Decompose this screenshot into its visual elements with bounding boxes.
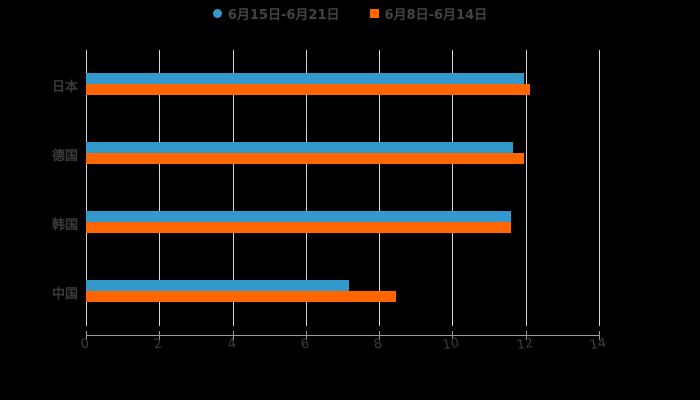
x-tick-label: 2 bbox=[152, 336, 164, 353]
legend-square-icon bbox=[369, 8, 379, 18]
bar-week-0608[interactable] bbox=[86, 222, 512, 233]
y-category-label: 德国 bbox=[51, 149, 78, 164]
legend-item-week-0608[interactable]: 6月8日-6月14日 bbox=[369, 4, 488, 23]
bar-week-0615[interactable] bbox=[86, 280, 350, 291]
bar-week-0608[interactable] bbox=[86, 84, 531, 95]
x-tick-label: 10 bbox=[441, 335, 461, 354]
gridline bbox=[159, 50, 160, 326]
y-category-label: 日本 bbox=[51, 80, 78, 95]
bar-week-0615[interactable] bbox=[86, 211, 512, 222]
bar-week-0615[interactable] bbox=[86, 73, 524, 84]
legend-item-week-0615[interactable]: 6月15日-6月21日 bbox=[212, 4, 340, 23]
x-tick-label: 12 bbox=[515, 335, 535, 354]
gridline bbox=[526, 50, 527, 326]
y-category-label: 韩国 bbox=[51, 218, 78, 233]
bar-week-0608[interactable] bbox=[86, 291, 397, 302]
x-tick-label: 8 bbox=[372, 336, 384, 353]
x-tick-label: 4 bbox=[226, 336, 238, 353]
gridline bbox=[452, 50, 453, 326]
gridline bbox=[306, 50, 307, 326]
x-tick-label: 6 bbox=[299, 336, 311, 353]
bar-week-0615[interactable] bbox=[86, 142, 513, 153]
gridline bbox=[86, 50, 87, 326]
gridline bbox=[599, 50, 600, 326]
gridline bbox=[233, 50, 234, 326]
legend-label: 6月8日-6月14日 bbox=[384, 7, 488, 23]
y-category-label: 中国 bbox=[51, 287, 78, 302]
bar-week-0608[interactable] bbox=[86, 153, 524, 164]
x-tick-label: 14 bbox=[588, 335, 608, 354]
x-tick-label: 0 bbox=[79, 336, 91, 353]
x-axis-line bbox=[86, 335, 600, 336]
legend-label: 6月15日-6月21日 bbox=[227, 7, 340, 23]
legend-circle-icon bbox=[212, 8, 222, 18]
chart-legend: 6月15日-6月21日 6月8日-6月14日 bbox=[0, 4, 700, 23]
gridline bbox=[379, 50, 380, 326]
